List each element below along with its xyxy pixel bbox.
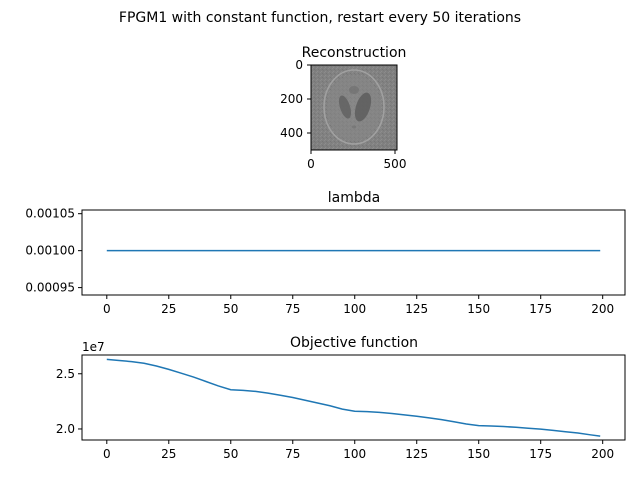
objective-xtick-label: 125	[405, 447, 428, 461]
objective-series-line	[106, 358, 601, 437]
objective-xtick-label: 75	[285, 447, 300, 461]
objective-title: Objective function	[290, 335, 418, 351]
lambda-ytick-label: 0.00100	[25, 244, 75, 258]
objective-xtick-label: 25	[161, 447, 176, 461]
lambda-xtick-label: 175	[529, 302, 552, 316]
objective-xtick-label: 200	[591, 447, 614, 461]
lambda-xtick-label: 0	[103, 302, 111, 316]
objective-xtick-label: 100	[343, 447, 366, 461]
recon-ytick-label: 0	[295, 58, 303, 72]
objective-xtick-label: 0	[103, 447, 111, 461]
lambda-xtick-label: 100	[343, 302, 366, 316]
lambda-axes-frame	[81, 209, 626, 296]
reconstruction-image	[311, 65, 397, 150]
recon-xtick-label: 0	[307, 157, 315, 171]
lambda-ytick-label: 0.00105	[25, 207, 75, 221]
recon-ytick-label: 400	[280, 126, 303, 140]
objective-xtick-label: 175	[529, 447, 552, 461]
reconstruction-frame	[310, 64, 398, 151]
objective-axes-frame	[81, 354, 626, 441]
figure-suptitle: FPGM1 with constant function, restart ev…	[119, 10, 521, 26]
objective-ytick-label: 2.5	[56, 367, 75, 381]
recon-ytick-label: 200	[280, 92, 303, 106]
lambda-xtick-label: 25	[161, 302, 176, 316]
lambda-title: lambda	[328, 190, 380, 206]
recon-xtick-label: 500	[384, 157, 407, 171]
reconstruction-title: Reconstruction	[302, 45, 407, 61]
reconstruction-panel: Reconstruction	[280, 45, 406, 171]
lambda-xtick-label: 50	[223, 302, 238, 316]
objective-xtick-label: 50	[223, 447, 238, 461]
lambda-panel: lambda 0 25 50 75 100 125 150 175 200 0.00095 0.00…	[25, 190, 626, 316]
lambda-xtick-label: 150	[467, 302, 490, 316]
lambda-xtick-label: 200	[591, 302, 614, 316]
objective-ytick-label: 2.0	[56, 422, 75, 436]
objective-xtick-label: 150	[467, 447, 490, 461]
objective-offset-label: 1e7	[82, 340, 105, 354]
lambda-ytick-label: 0.00095	[25, 281, 75, 295]
lambda-xtick-label: 75	[285, 302, 300, 316]
objective-panel: Objective function 1e7 0 25 50 75 100 125 150 1…	[56, 335, 626, 461]
lambda-xtick-label: 125	[405, 302, 428, 316]
